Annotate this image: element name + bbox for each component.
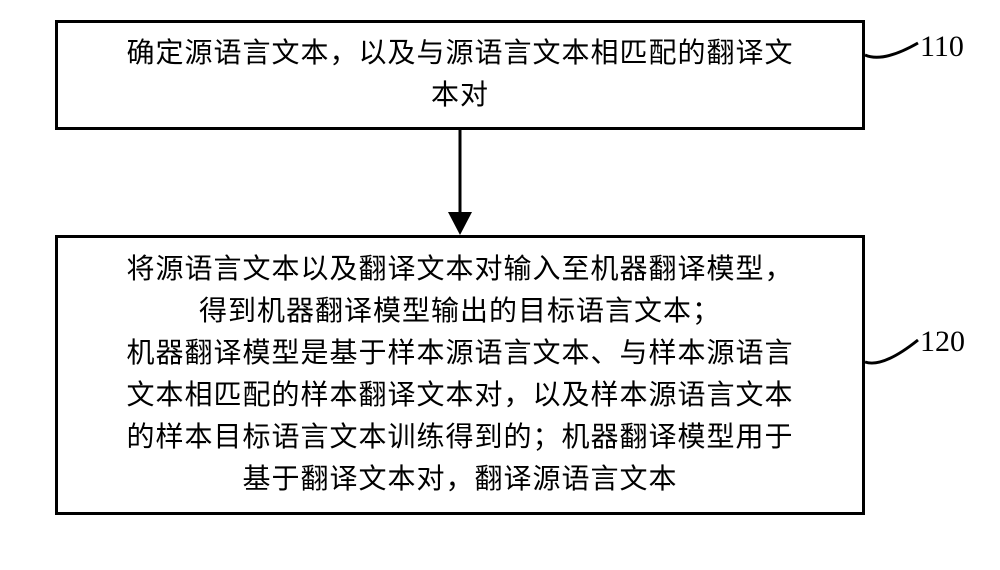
label-2-connector bbox=[863, 320, 923, 370]
step-2-line-6: 基于翻译文本对，翻译源语言文本 bbox=[242, 464, 677, 495]
flowchart-container: 确定源语言文本，以及与源语言文本相匹配的翻译文 本对 110 将源语言文本以及翻… bbox=[0, 0, 1000, 570]
step-2-line-1: 将源语言文本以及翻译文本对输入至机器翻译模型， bbox=[126, 254, 793, 285]
step-2-line-3: 机器翻译模型是基于样本源语言文本、与样本源语言 bbox=[126, 338, 793, 369]
flowchart-step-1: 确定源语言文本，以及与源语言文本相匹配的翻译文 本对 bbox=[55, 20, 865, 130]
step-1-line-2: 本对 bbox=[431, 80, 489, 111]
step-2-text: 将源语言文本以及翻译文本对输入至机器翻译模型， 得到机器翻译模型输出的目标语言文… bbox=[126, 249, 793, 501]
step-2-label: 120 bbox=[920, 325, 965, 359]
step-2-line-5: 的样本目标语言文本训练得到的；机器翻译模型用于 bbox=[126, 422, 793, 453]
step-1-line-1: 确定源语言文本，以及与源语言文本相匹配的翻译文 bbox=[126, 38, 793, 69]
step-2-line-2: 得到机器翻译模型输出的目标语言文本； bbox=[199, 296, 721, 327]
label-1-connector bbox=[863, 25, 923, 75]
step-1-label: 110 bbox=[920, 30, 964, 64]
step-1-text: 确定源语言文本，以及与源语言文本相匹配的翻译文 本对 bbox=[126, 33, 793, 117]
step-2-line-4: 文本相匹配的样本翻译文本对，以及样本源语言文本 bbox=[126, 380, 793, 411]
flowchart-step-2: 将源语言文本以及翻译文本对输入至机器翻译模型， 得到机器翻译模型输出的目标语言文… bbox=[55, 235, 865, 515]
arrow-1-to-2 bbox=[440, 130, 480, 238]
